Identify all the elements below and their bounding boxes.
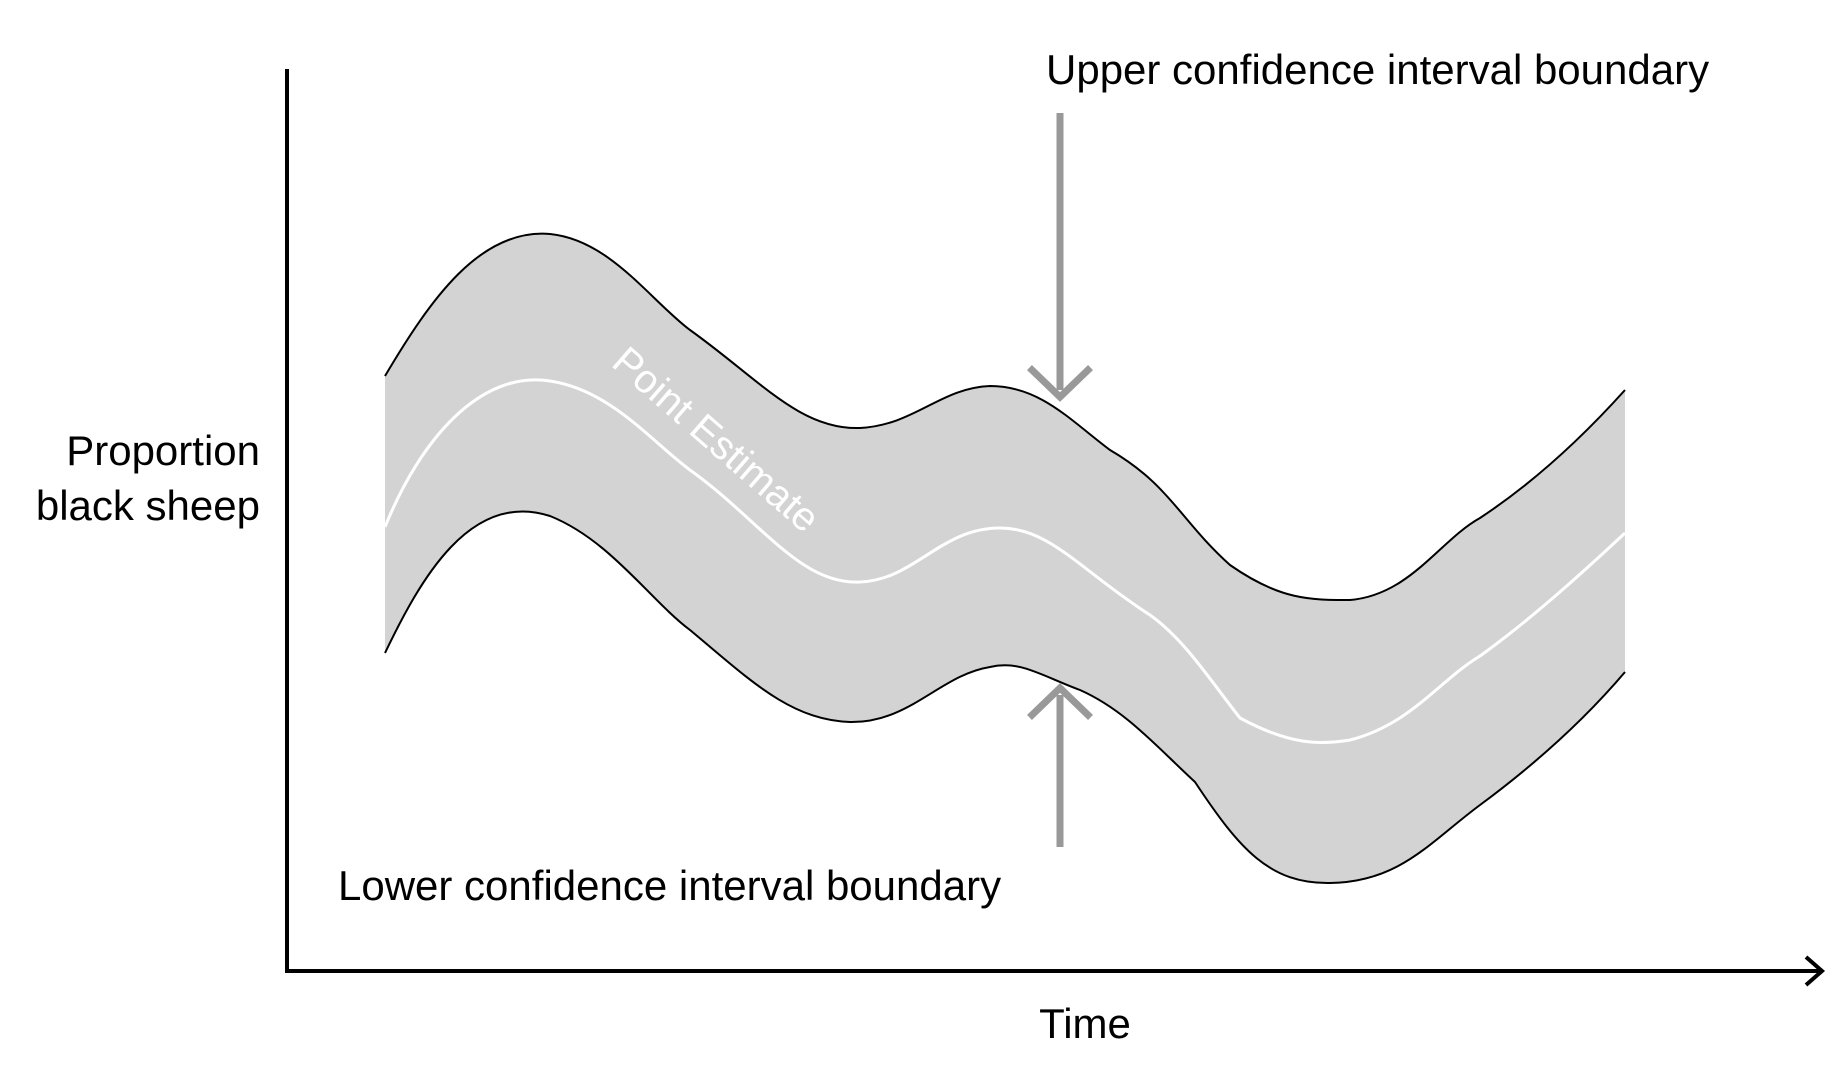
point-estimate-line	[383, 378, 1627, 745]
axes	[285, 69, 1826, 987]
y-axis-label-line2: black sheep	[36, 482, 260, 529]
x-axis-arrowhead	[1804, 955, 1826, 987]
upper-boundary-line	[384, 232, 1626, 602]
lower-boundary-line	[384, 510, 1626, 885]
y-axis-label-line1: Proportion	[66, 427, 260, 474]
x-axis-label: Time	[1039, 1000, 1131, 1047]
upper-boundary-arrow	[1027, 113, 1093, 402]
lower-boundary-label: Lower confidence interval boundary	[338, 862, 1001, 909]
confidence-band	[385, 233, 1625, 884]
upper-boundary-label: Upper confidence interval boundary	[1046, 46, 1709, 93]
lower-boundary-arrow	[1027, 683, 1093, 847]
